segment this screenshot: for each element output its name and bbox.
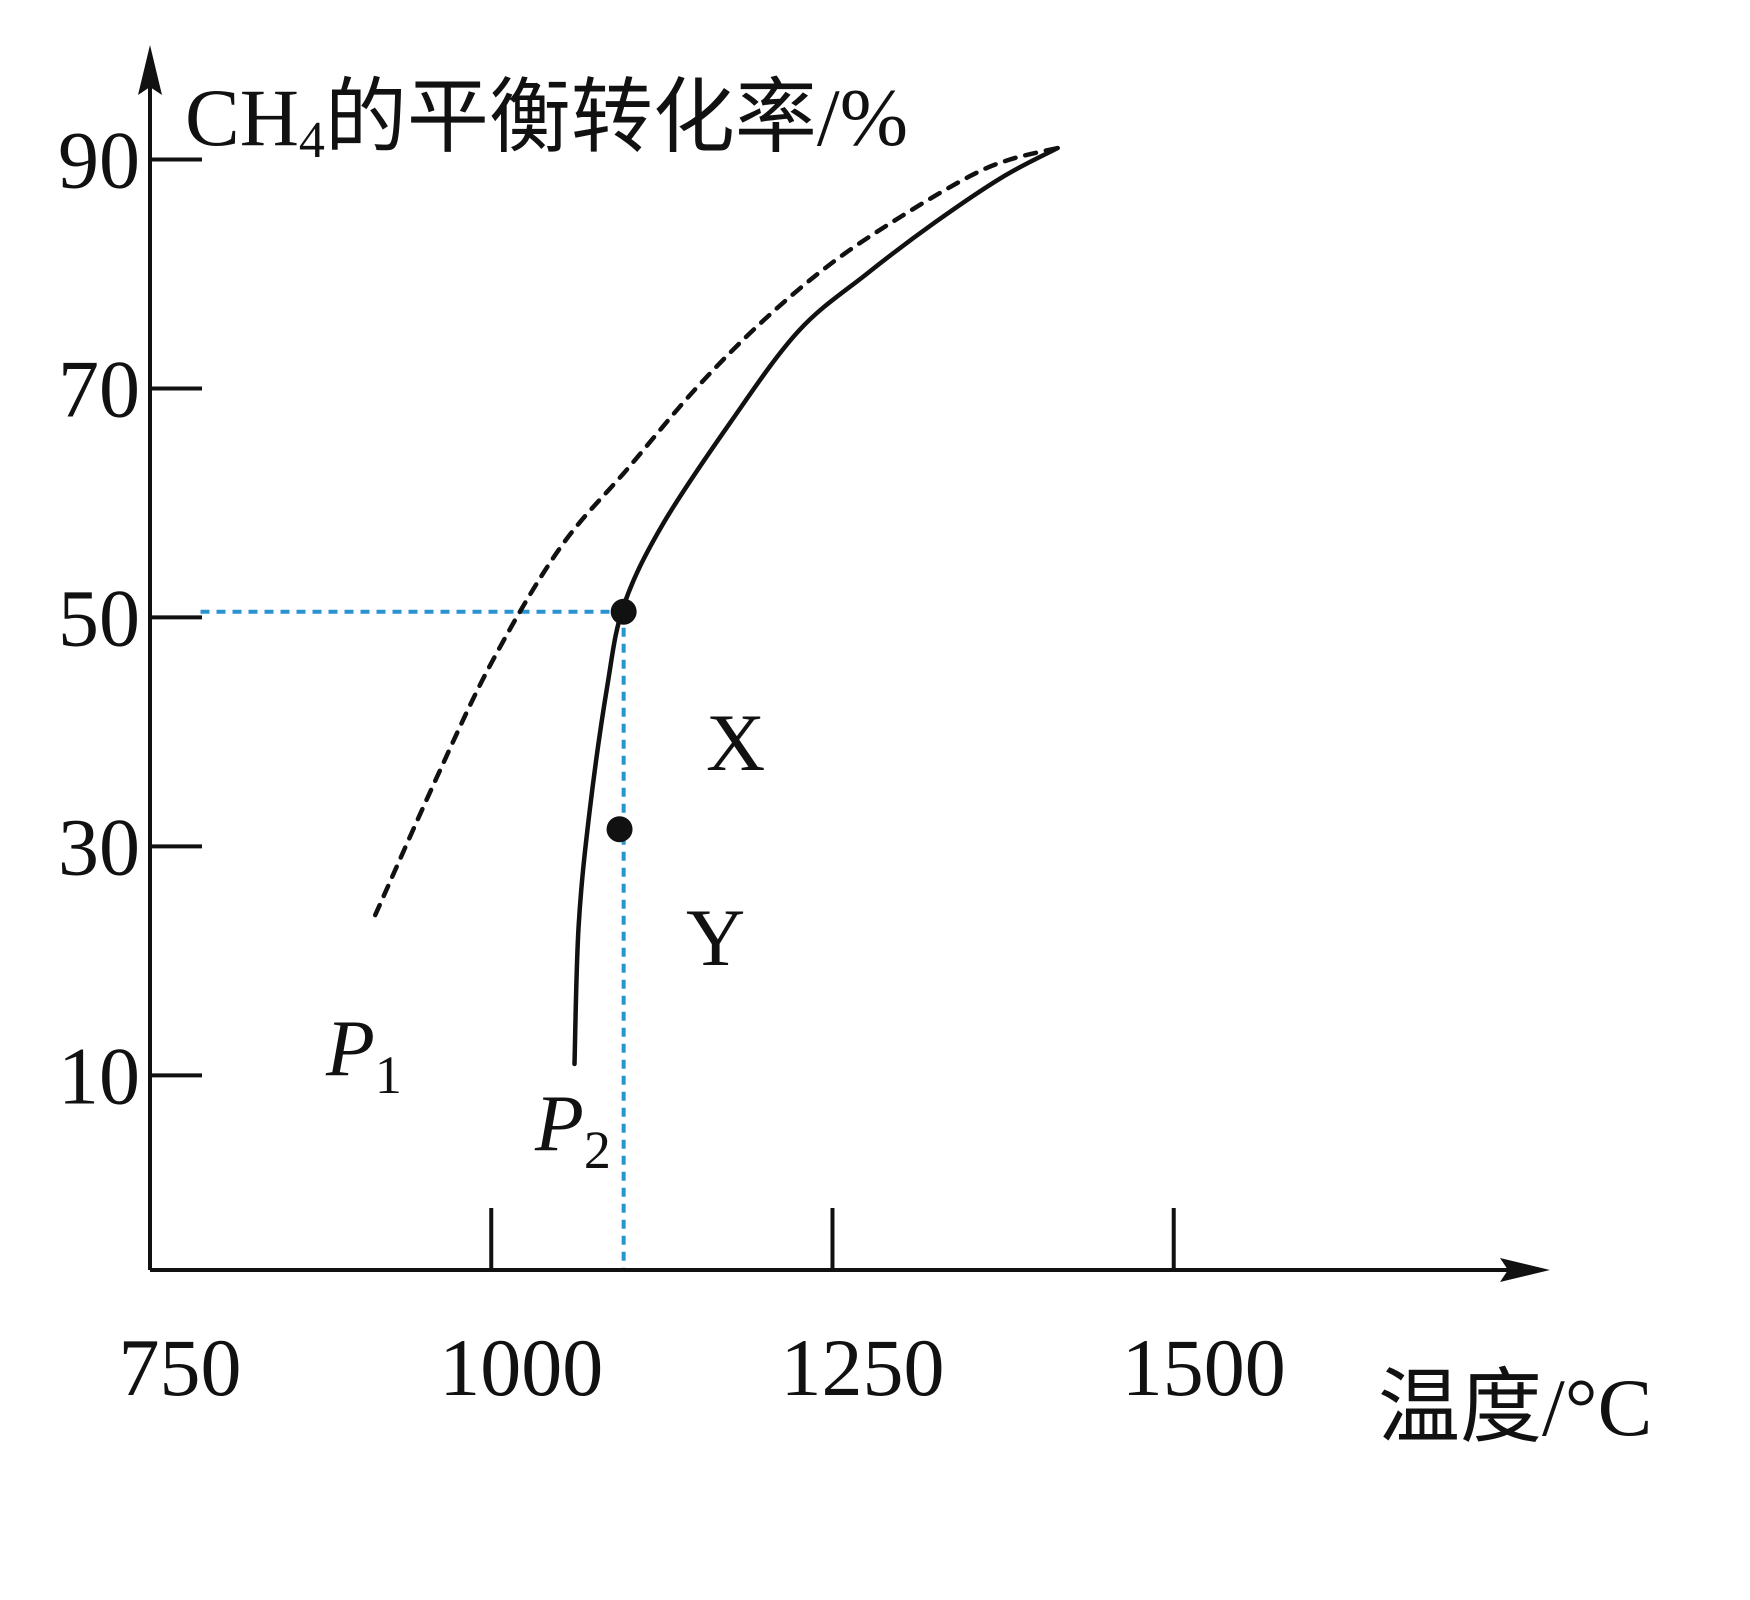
y-axis-label-main: CH <box>185 72 299 163</box>
point-y <box>606 816 633 843</box>
y-axis-label-sub: 4 <box>299 112 325 169</box>
series-label-p1-sub: 1 <box>375 1045 402 1105</box>
ticks: 10 30 50 70 90 750 1000 1250 1500 <box>58 114 1286 1413</box>
x-tick-label-1250: 1250 <box>780 1322 944 1413</box>
x-axis-arrow <box>1500 1258 1550 1282</box>
y-tick-label-50: 50 <box>58 572 140 663</box>
x-tick-label-1500: 1500 <box>1122 1322 1286 1413</box>
y-tick-label-70: 70 <box>58 343 140 434</box>
y-tick-label-90: 90 <box>58 114 140 205</box>
y-axis-label-rest: 的平衡转化率/% <box>325 72 908 163</box>
series-label-p2-main: P <box>534 1080 584 1168</box>
y-tick-label-10: 10 <box>58 1030 140 1121</box>
series-label-p2: P2 <box>534 1080 611 1180</box>
guide-lines <box>200 609 626 1270</box>
point-label-x: X <box>706 697 765 788</box>
point-label-y: Y <box>686 892 745 983</box>
curves <box>372 145 1060 1067</box>
data-points <box>606 598 637 843</box>
y-axis-label: CH4的平衡转化率/% <box>185 72 908 169</box>
series-label-p2-sub: 2 <box>584 1120 611 1180</box>
curve-p1 <box>372 145 1060 918</box>
y-tick-label-30: 30 <box>58 801 140 892</box>
curve-p2 <box>572 145 1060 1067</box>
y-axis-arrow <box>138 45 162 95</box>
series-label-p1: P1 <box>325 1005 402 1105</box>
x-tick-label-750: 750 <box>119 1322 242 1413</box>
point-x <box>610 598 637 625</box>
x-axis-label: 温度/°C <box>1378 1362 1652 1453</box>
x-tick-label-1000: 1000 <box>439 1322 603 1413</box>
series-label-p1-main: P <box>325 1005 375 1093</box>
axes <box>138 45 1550 1282</box>
